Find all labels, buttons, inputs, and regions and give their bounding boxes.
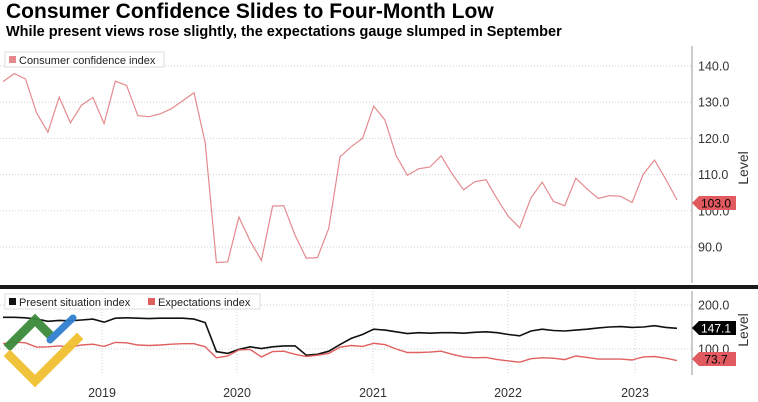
x-tick-label: 2019 [88, 386, 116, 400]
chart-title: Consumer Confidence Slides to Four-Month… [6, 0, 494, 23]
present-situation-line [3, 316, 678, 357]
expectations-last-value-label: 73.7 [704, 353, 728, 367]
expectations-line [2, 341, 678, 363]
logo-yellow-stroke [3, 332, 84, 388]
x-axis-ticks: 2019 2020 2021 2022 2023 [88, 386, 649, 400]
logo-green-stroke [3, 313, 55, 352]
x-tick-label: 2021 [359, 386, 387, 400]
present-last-value-tag [692, 321, 736, 335]
watermark-logo [3, 313, 84, 388]
top-legend-swatch [9, 56, 16, 63]
expectations-legend-swatch [148, 298, 155, 305]
present-legend-swatch [9, 298, 16, 305]
top-y-tick-label: 140.0 [698, 60, 729, 74]
top-y-tick-label: 90.0 [698, 241, 722, 255]
x-tick-label: 2022 [494, 386, 522, 400]
bottom-legend [4, 293, 261, 310]
x-tick-label: 2020 [223, 386, 251, 400]
x-tick-label: 2023 [621, 386, 649, 400]
bottom-y-tick-label: 200.0 [698, 299, 729, 313]
present-last-value-label: 147.1 [701, 322, 731, 336]
top-legend-label: Consumer confidence index [19, 55, 156, 67]
expectations-last-value-tag [692, 352, 736, 366]
top-y-tick-label: 130.0 [698, 96, 729, 110]
chart-subtitle: While present views rose slightly, the e… [6, 24, 562, 40]
top-gridlines [0, 65, 692, 248]
bottom-y-axis-label: Level [735, 313, 751, 346]
logo-blue-stroke [46, 314, 77, 344]
expectations-legend-label: Expectations index [158, 297, 251, 309]
top-legend [4, 51, 165, 68]
top-y-tick-label: 120.0 [698, 132, 729, 146]
cci-last-value-tag [692, 196, 736, 210]
cci-last-value-label: 103.0 [701, 197, 731, 211]
top-y-tick-label: 110.0 [698, 168, 728, 182]
present-legend-label: Present situation index [19, 297, 131, 309]
panel-divider [0, 285, 758, 289]
consumer-confidence-line [2, 72, 678, 264]
top-y-axis-label: Level [735, 151, 751, 184]
